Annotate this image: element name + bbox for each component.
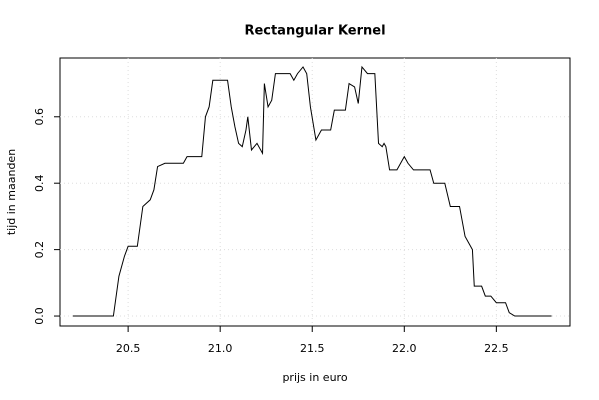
x-tick-label: 22.0 [392, 342, 417, 355]
y-tick-label: 0.0 [33, 307, 46, 325]
x-tick-label: 21.5 [300, 342, 325, 355]
y-tick-label: 0.4 [33, 174, 46, 192]
x-tick-label: 20.5 [116, 342, 141, 355]
y-tick-label: 0.6 [33, 108, 46, 126]
x-tick-label: 21.0 [208, 342, 233, 355]
data-line [72, 65, 552, 317]
x-tick-label: 22.5 [484, 342, 509, 355]
chart-title: Rectangular Kernel [244, 24, 385, 39]
x-axis-label: prijs in euro [282, 371, 347, 384]
plot-frame [59, 57, 571, 327]
y-tick-label: 0.2 [33, 241, 46, 259]
y-axis-label: tijd in maanden [5, 149, 18, 235]
